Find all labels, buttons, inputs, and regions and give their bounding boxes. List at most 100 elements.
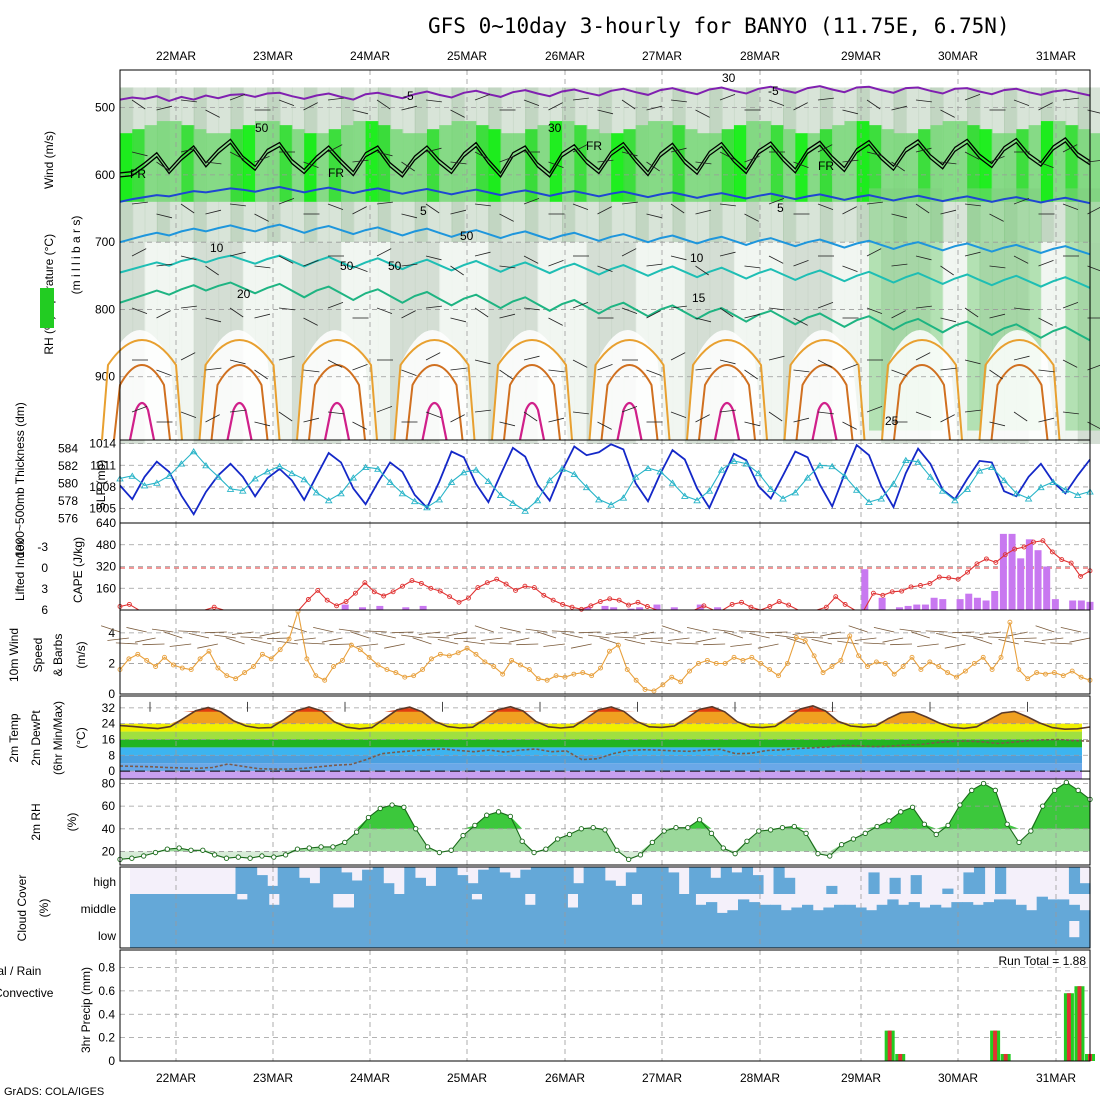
wind10m-barb: [820, 631, 841, 637]
cloud-cell-high: [551, 867, 564, 894]
wind10m-barb: [169, 643, 192, 647]
bottom-date-label-4: 26MAR: [545, 1071, 585, 1085]
precip-label-unit: 3hr Precip (mm): [79, 967, 93, 1053]
li-point: [588, 603, 594, 609]
wind10m-barb: [188, 633, 210, 639]
rh-point: [720, 845, 726, 851]
upper-wind-barb: [670, 305, 687, 309]
cloud-cell-high: [699, 867, 711, 894]
li-point: [983, 556, 989, 562]
cloud-cell-high: [963, 872, 975, 894]
upper-wind-barb: [1062, 144, 1078, 153]
wind-point: [215, 665, 221, 671]
bottom-date-label-9: 31MAR: [1036, 1071, 1076, 1085]
wind-point: [135, 651, 141, 657]
wind-tick-0: 0: [108, 687, 115, 701]
upper-wind-barb: [793, 369, 810, 373]
thickness-point: [582, 483, 591, 491]
rh-panel-frame: [119, 778, 1091, 866]
cloud-cell-low: [268, 921, 280, 948]
upper-wind-barb: [621, 406, 638, 413]
upper-wind-barb: [891, 263, 908, 267]
upper-wind-barb: [278, 307, 295, 311]
upper-wind-barb: [254, 313, 271, 319]
isotherm-25-loop-3: [393, 339, 476, 441]
wind-point: [909, 654, 915, 660]
cloud-cell-low: [343, 921, 355, 948]
cloud-cell-high: [973, 867, 986, 894]
wind-point: [500, 671, 506, 677]
panels-layer: 22MAR 22MAR 23MAR 23MAR 24MAR 24MAR 25MAR 25MAR…: [0, 49, 1100, 1085]
rh-point: [436, 849, 443, 856]
thickness-point: [202, 461, 210, 469]
li-point: [607, 596, 613, 602]
wind10m-barb: [882, 637, 904, 643]
thickness-point: [312, 489, 321, 496]
cloud-cell-middle: [268, 904, 280, 921]
li-point: [974, 561, 980, 567]
upper-wind-barb: [474, 94, 491, 101]
boundary-layer-6: [687, 330, 763, 440]
wind10m-barb: [365, 630, 387, 633]
cape-bar: [714, 607, 722, 610]
wind-point: [882, 661, 888, 666]
wind10m-barb: [848, 625, 868, 633]
rh-shade-mid-13: [279, 125, 293, 202]
cloud-cell-low: [791, 921, 803, 948]
wind-point: [162, 654, 167, 660]
upper-wind-barb: [401, 263, 418, 267]
temp-label-unit: (°C): [74, 727, 88, 748]
wind10m-barb: [276, 640, 299, 645]
upper-wind-barb: [891, 105, 908, 111]
wind10m-barb: [231, 631, 254, 635]
upper-wind-barb: [523, 255, 539, 264]
wind-point: [615, 642, 621, 648]
cape-tick-480: 480: [96, 538, 116, 552]
wind10m-barb: [350, 631, 370, 639]
upper-wind-barb: [621, 307, 638, 314]
li-point: [362, 580, 368, 586]
wind10m-barb: [267, 637, 290, 640]
thickness-point: [791, 489, 800, 496]
thickness-point: [681, 492, 689, 499]
temp-warm-area: [120, 705, 1090, 724]
cloud-cell-middle: [204, 894, 216, 921]
wind10m-barb: [570, 643, 592, 649]
thickness-point: [668, 479, 677, 486]
thickness-point: [128, 472, 137, 479]
cloud-cell-low: [812, 921, 824, 948]
thickness-point: [803, 474, 812, 481]
wind10m-barb: [437, 639, 459, 645]
cloud-cell-high: [604, 880, 616, 894]
cloud-cell-low: [1026, 921, 1038, 948]
cloud-cell-high: [668, 872, 680, 894]
li-point: [494, 576, 500, 582]
li-point: [381, 593, 387, 599]
wind-point: [1051, 670, 1057, 676]
wind10m-barb: [178, 630, 201, 633]
li-point: [946, 575, 952, 581]
rh-point: [696, 817, 703, 823]
rh-shade-mid-51: [746, 121, 760, 202]
cloud-cell-low: [994, 921, 1006, 948]
cloud-cell-high: [362, 869, 374, 894]
cloud-cell-middle: [791, 907, 803, 921]
cloud-cell-middle: [1058, 899, 1070, 921]
cloud-cell-low: [748, 921, 760, 948]
upper-wind-barb: [891, 161, 905, 172]
wind-point: [553, 673, 559, 679]
li-point: [579, 606, 584, 612]
upper-wind-barb: [572, 411, 589, 415]
upper-wind-barb: [964, 203, 981, 207]
wind-point: [286, 636, 292, 642]
upper-wind-barb: [597, 206, 612, 215]
upper-wind-barb: [1013, 307, 1030, 311]
series-2m-dewpt: [119, 738, 1091, 770]
upper-wind-barb: [1013, 99, 1030, 106]
rh-point: [1028, 828, 1034, 834]
cloud-cell-high: [246, 867, 258, 894]
wind-point: [580, 670, 586, 676]
upper-wind-barb: [842, 364, 858, 371]
cloud-cell-high: [467, 883, 479, 894]
rh-shade-mid-42: [635, 125, 649, 202]
